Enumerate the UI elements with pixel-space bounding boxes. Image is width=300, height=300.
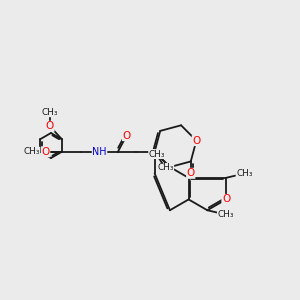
- Text: O: O: [187, 168, 195, 178]
- Text: O: O: [41, 147, 50, 157]
- Text: CH₃: CH₃: [218, 210, 234, 219]
- Text: O: O: [222, 194, 230, 204]
- Text: CH₃: CH₃: [157, 164, 174, 172]
- Text: O: O: [192, 136, 200, 146]
- Text: CH₃: CH₃: [23, 147, 40, 156]
- Text: O: O: [46, 121, 54, 131]
- Text: CH₃: CH₃: [149, 150, 165, 159]
- Text: O: O: [122, 130, 131, 141]
- Text: CH₃: CH₃: [236, 169, 253, 178]
- Text: CH₃: CH₃: [42, 108, 58, 117]
- Text: NH: NH: [92, 147, 107, 157]
